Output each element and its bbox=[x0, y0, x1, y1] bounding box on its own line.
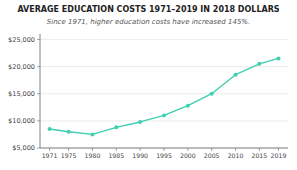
point bbox=[257, 62, 261, 66]
point bbox=[162, 113, 166, 117]
x-tick-label: 1980 bbox=[85, 152, 101, 159]
point bbox=[276, 56, 280, 60]
x-tick-label: 2000 bbox=[180, 152, 196, 159]
subtitle: Since 1971, higher education costs have … bbox=[47, 18, 250, 26]
y-tick-label: $25,000 bbox=[8, 36, 35, 44]
point bbox=[48, 127, 52, 131]
point bbox=[234, 73, 238, 77]
y-tick-label: $5,000 bbox=[12, 144, 35, 152]
x-tick bbox=[187, 148, 188, 151]
y-tick-label: $15,000 bbox=[8, 90, 35, 98]
x-tick-label: 1995 bbox=[156, 152, 172, 159]
line bbox=[50, 58, 279, 134]
x-tick bbox=[164, 148, 165, 151]
x-tick bbox=[116, 148, 117, 151]
x-tick-label: 1985 bbox=[108, 152, 124, 159]
y-tick-label: $20,000 bbox=[8, 63, 35, 71]
x-tick-label: 1975 bbox=[61, 152, 77, 159]
x-tick bbox=[259, 148, 260, 151]
grid-line bbox=[40, 66, 288, 67]
grid-line bbox=[40, 148, 288, 149]
point bbox=[90, 132, 94, 136]
point bbox=[138, 120, 142, 124]
point bbox=[210, 92, 214, 96]
plot-area bbox=[48, 56, 281, 136]
grid-line bbox=[40, 93, 288, 94]
x-axis bbox=[40, 148, 288, 149]
point bbox=[67, 130, 71, 134]
point bbox=[114, 125, 118, 129]
x-tick-label: 1971 bbox=[42, 152, 58, 159]
x-tick bbox=[278, 148, 279, 151]
grid-line bbox=[40, 120, 288, 121]
x-tick-label: 2015 bbox=[252, 152, 268, 159]
title: AVERAGE EDUCATION COSTS 1971–2019 IN 201… bbox=[17, 5, 279, 14]
x-tick-label: 2005 bbox=[204, 152, 220, 159]
x-tick bbox=[140, 148, 141, 151]
x-tick bbox=[68, 148, 69, 151]
y-tick bbox=[37, 39, 40, 40]
y-tick bbox=[37, 148, 40, 149]
point bbox=[186, 104, 190, 108]
y-axis bbox=[40, 34, 41, 148]
x-tick bbox=[92, 148, 93, 151]
x-tick-label: 1990 bbox=[132, 152, 148, 159]
x-tick bbox=[49, 148, 50, 151]
y-tick bbox=[37, 66, 40, 67]
grid-line bbox=[40, 39, 288, 40]
y-tick-label: $10,000 bbox=[8, 117, 35, 125]
x-tick bbox=[235, 148, 236, 151]
x-tick bbox=[211, 148, 212, 151]
y-tick bbox=[37, 93, 40, 94]
x-tick-label: 2019 bbox=[271, 152, 287, 159]
y-tick bbox=[37, 120, 40, 121]
x-tick-label: 2010 bbox=[228, 152, 244, 159]
